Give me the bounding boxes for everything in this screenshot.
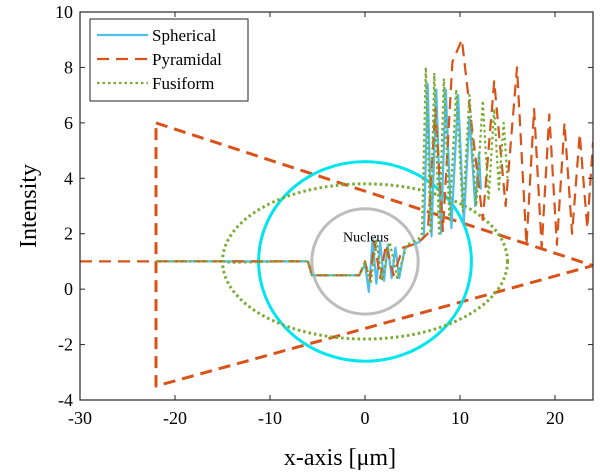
legend-label-fusiform: Fusiform [152,74,214,93]
x-tick-label: -20 [163,408,187,428]
y-tick-label: 6 [64,113,73,133]
series-fusiform [156,66,509,285]
legend-label-pyramidal: Pyramidal [152,50,222,69]
legend-label-spherical: Spherical [152,26,216,45]
series-pyramidal [80,38,593,282]
y-tick-label: 10 [55,2,73,22]
y-tick-label: -4 [58,390,73,410]
y-tick-label: -2 [58,335,73,355]
nucleus-annotation: Nucleus [343,230,389,245]
y-axis-label: Intensity [16,164,42,248]
legend: Spherical Pyramidal Fusiform [89,18,249,102]
x-tick-label: -30 [68,408,92,428]
x-axis-label: x-axis [μm] [284,445,396,471]
x-tick-label: 20 [546,408,564,428]
x-tick-label: -10 [258,408,282,428]
nucleus [310,207,420,316]
plot-area-frame [79,11,594,401]
y-tick-label: 8 [64,57,73,77]
x-tick-label: 10 [451,408,469,428]
pyramidal-outline [154,121,593,388]
y-tick-label: 4 [64,168,73,188]
series-layer [80,38,593,293]
x-tick-label: 0 [361,408,370,428]
y-tick-label: 0 [64,279,73,299]
y-tick-label: 2 [64,224,73,244]
